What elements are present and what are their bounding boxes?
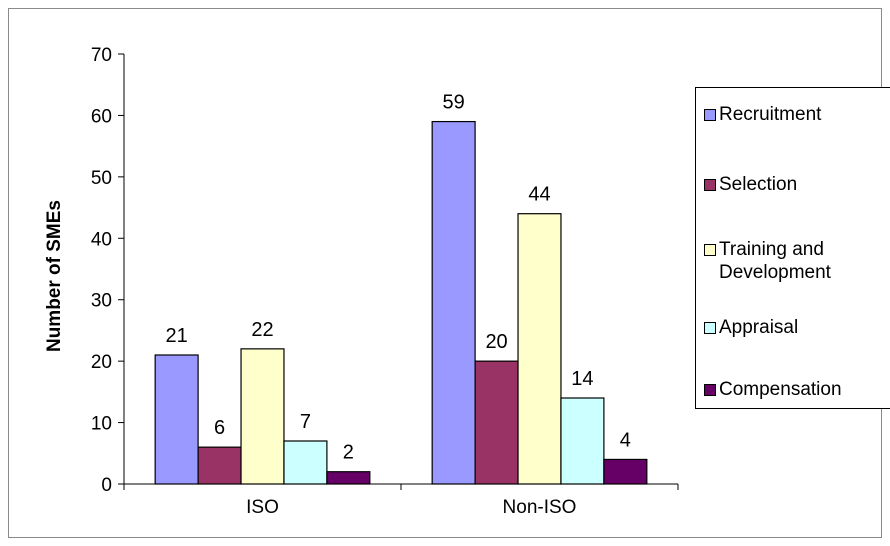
data-label: 2 [343,442,354,464]
legend-item: Recruitment [704,103,821,126]
y-tick-label: 40 [91,229,112,250]
legend-swatch [704,384,716,396]
bar [240,348,285,485]
legend-item: Compensation [704,378,842,401]
y-tick-label: 60 [91,106,112,127]
bar [560,397,605,485]
legend-swatch [704,179,716,191]
y-tick-label: 20 [91,352,112,373]
data-label: 22 [251,319,273,341]
legend-label: Selection [719,174,798,195]
bar [517,213,562,485]
y-tick-label: 10 [91,414,112,435]
bar [431,120,476,485]
y-tick-label: 30 [91,291,112,312]
chart-frame: Number of SMEs 0 10 20 30 40 50 60 70 ISO 21 6 22 7 2… [8,8,890,538]
y-tick-label: 50 [91,168,112,189]
data-label: 14 [571,368,593,390]
legend-item: Selection [704,173,797,196]
data-label: 44 [528,184,550,206]
legend-swatch [704,322,716,334]
y-tick-label: 0 [101,475,112,496]
legend-label: Training and Development [719,239,831,283]
bar-chart: Number of SMEs 0 10 20 30 40 50 60 70 ISO 21 6 22 7 2… [44,45,679,518]
data-label: 6 [214,417,225,439]
plot-area: 0 10 20 30 40 50 60 70 ISO 21 6 22 7 2 Non-ISO 59 20 44 14… [91,45,679,518]
y-tick-label: 70 [91,45,112,66]
data-label: 59 [443,92,465,114]
data-label: 21 [166,325,188,347]
legend-label: Compensation [719,379,842,400]
bar [197,446,242,485]
legend: Recruitment Selection Training and Develop… [695,87,890,409]
legend-item: Training and Development [704,238,831,284]
bar [474,360,519,485]
legend-swatch [704,244,716,256]
bar [603,458,648,485]
legend-label: Appraisal [719,317,799,338]
x-tick-label: ISO [246,497,279,518]
legend-item: Appraisal [704,316,798,339]
legend-label: Recruitment [719,104,822,125]
legend-swatch [704,109,716,121]
bar [283,440,328,485]
data-label: 20 [485,331,507,353]
bar [326,471,371,485]
y-axis-title: Number of SMEs [44,200,65,352]
data-label: 7 [300,411,311,433]
x-tick-label: Non-ISO [503,497,577,518]
data-label: 4 [620,429,631,451]
bar [154,354,199,485]
